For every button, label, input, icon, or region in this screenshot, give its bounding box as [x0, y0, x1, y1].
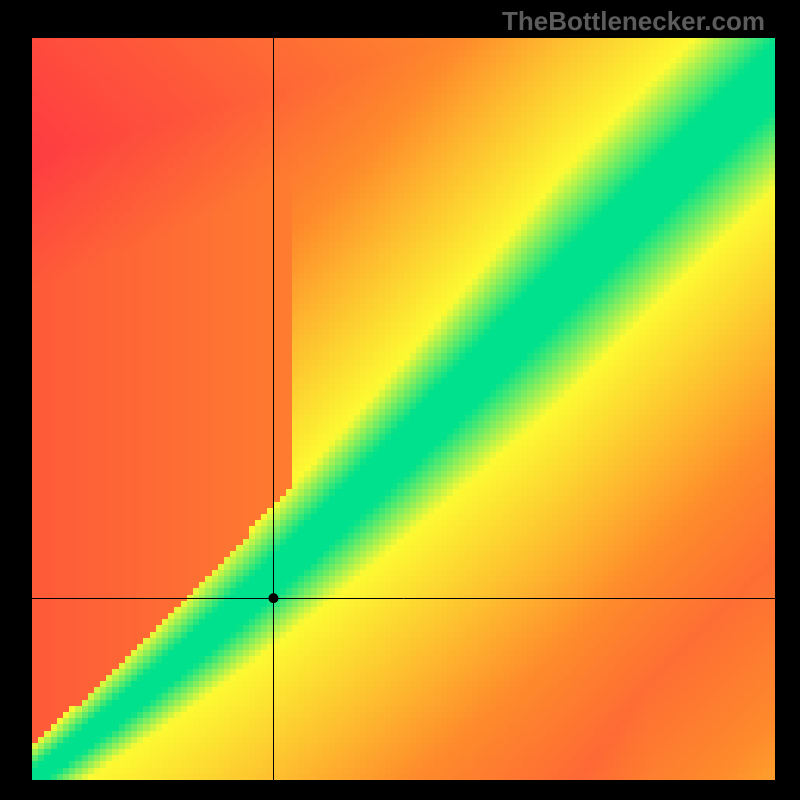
watermark-text: TheBottlenecker.com [502, 6, 765, 37]
chart-container: TheBottlenecker.com [0, 0, 800, 800]
heatmap-canvas [0, 0, 800, 800]
